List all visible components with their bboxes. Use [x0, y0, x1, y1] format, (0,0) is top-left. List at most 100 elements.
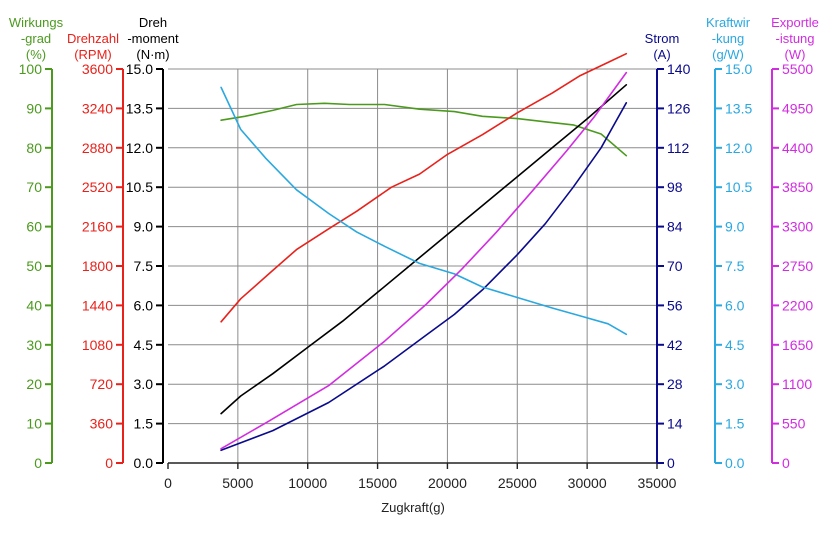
y-tick-label-drehmoment: 4.5: [134, 337, 154, 353]
y-tick-label-drehmoment: 12.0: [126, 140, 153, 156]
y-axis-title-exportleistung: (W): [785, 47, 806, 62]
y-axis-title-strom: Strom: [645, 31, 680, 46]
y-axis-strom: 0 14 28 42 56 70 84 98 112 126 140 Strom(A): [645, 31, 691, 471]
y-axis-title-drehmoment: -moment: [127, 31, 179, 46]
x-tick-label: 30000: [568, 475, 607, 491]
y-axis-wirkungsgrad: 0 10 20 30 40 50 60 70 80 90 100 Wirkungs-grad(%): [9, 15, 64, 471]
series-line-drehmoment: [220, 84, 628, 415]
y-tick-label-wirkungsgrad: 70: [26, 179, 42, 195]
y-tick-label-wirkungsgrad: 40: [26, 297, 42, 313]
y-tick-label-drehmoment: 3.0: [134, 376, 154, 392]
series-line-strom: [220, 102, 628, 452]
series-line-kraftwirkung: [220, 86, 628, 336]
y-tick-label-strom: 28: [667, 376, 683, 392]
y-axis-exportleistung: 0 550 1100 1650 2200 2750 3300 3850 4400 4950 5500…: [771, 15, 819, 471]
y-axis-title-strom: (A): [653, 47, 670, 62]
y-axis-drehzahl: 0 360 720 1080 1440 1800 2160 2520 2880 3240 3600 D…: [67, 31, 124, 471]
y-tick-label-drehmoment: 10.5: [126, 179, 153, 195]
y-tick-label-strom: 126: [667, 100, 691, 116]
x-tick-label: 15000: [358, 475, 397, 491]
y-tick-label-kraftwirkung: 10.5: [725, 179, 752, 195]
y-tick-label-strom: 84: [667, 219, 683, 235]
y-tick-label-exportleistung: 1100: [782, 376, 812, 392]
y-tick-label-strom: 56: [667, 297, 683, 313]
series-line-wirkungsgrad: [220, 102, 628, 157]
y-tick-label-kraftwirkung: 0.0: [725, 455, 745, 471]
y-tick-label-drehzahl: 360: [90, 416, 114, 432]
y-tick-label-drehzahl: 3600: [82, 61, 113, 77]
y-tick-label-kraftwirkung: 9.0: [725, 219, 745, 235]
y-axis-title-drehzahl: (RPM): [74, 47, 112, 62]
y-tick-label-exportleistung: 4400: [782, 140, 813, 156]
y-tick-label-wirkungsgrad: 10: [26, 416, 42, 432]
y-tick-label-wirkungsgrad: 80: [26, 140, 42, 156]
x-axis-label: Zugkraft(g): [381, 500, 445, 515]
y-tick-label-drehzahl: 2520: [82, 179, 113, 195]
y-tick-label-kraftwirkung: 3.0: [725, 376, 745, 392]
y-tick-label-strom: 0: [667, 455, 675, 471]
x-tick-label: 0: [164, 475, 172, 491]
y-axis-title-drehzahl: Drehzahl: [67, 31, 119, 46]
y-tick-label-strom: 112: [667, 140, 690, 156]
plot-grid: [168, 68, 657, 463]
y-tick-label-drehzahl: 1440: [82, 297, 113, 313]
x-tick-label: 5000: [222, 475, 253, 491]
y-tick-label-drehmoment: 9.0: [134, 219, 154, 235]
y-tick-label-exportleistung: 1650: [782, 337, 813, 353]
y-axis-title-exportleistung: Exportle: [771, 15, 819, 30]
y-tick-label-drehmoment: 1.5: [134, 416, 154, 432]
y-tick-label-drehmoment: 7.5: [134, 258, 154, 274]
y-axis-title-wirkungsgrad: (%): [26, 47, 46, 62]
y-tick-label-exportleistung: 0: [782, 455, 790, 471]
y-axis-drehmoment: 0.0 1.5 3.0 4.5 6.0 7.5 9.0 10.5 12.0 13.5 15.0 Dre…: [126, 15, 179, 471]
x-tick-label: 20000: [428, 475, 467, 491]
y-tick-label-drehmoment: 13.5: [126, 100, 153, 116]
y-axis-title-drehmoment: Dreh: [139, 15, 167, 30]
y-tick-label-drehzahl: 1080: [82, 337, 113, 353]
y-tick-label-wirkungsgrad: 50: [26, 258, 42, 274]
x-axis: 0 5000 10000 15000 20000 25000 30000 35000: [164, 463, 677, 491]
y-axis-title-wirkungsgrad: Wirkungs: [9, 15, 64, 30]
y-tick-label-drehmoment: 0.0: [134, 455, 154, 471]
y-tick-label-drehmoment: 6.0: [134, 297, 154, 313]
y-tick-label-wirkungsgrad: 30: [26, 337, 42, 353]
y-tick-label-kraftwirkung: 7.5: [725, 258, 745, 274]
y-axis-title-exportleistung: -istung: [775, 31, 814, 46]
y-axis-title-kraftwirkung: Kraftwir: [706, 15, 751, 30]
y-axis-title-kraftwirkung: -kung: [712, 31, 745, 46]
y-tick-label-kraftwirkung: 13.5: [725, 100, 752, 116]
y-axes: 0 10 20 30 40 50 60 70 80 90 100 Wirkungs-grad(%) 0 3…: [9, 15, 819, 471]
y-tick-label-strom: 140: [667, 61, 691, 77]
y-tick-label-strom: 70: [667, 258, 683, 274]
y-tick-label-strom: 98: [667, 179, 683, 195]
y-tick-label-exportleistung: 5500: [782, 61, 813, 77]
y-tick-label-kraftwirkung: 4.5: [725, 337, 745, 353]
series-layer: [220, 52, 628, 452]
y-tick-label-exportleistung: 2200: [782, 297, 813, 313]
y-axis-title-drehmoment: (N·m): [136, 47, 169, 62]
y-tick-label-strom: 42: [667, 337, 683, 353]
y-tick-label-kraftwirkung: 1.5: [725, 416, 745, 432]
y-tick-label-strom: 14: [667, 416, 683, 432]
y-tick-label-drehzahl: 3240: [82, 100, 113, 116]
x-tick-label: 35000: [638, 475, 677, 491]
y-tick-label-kraftwirkung: 6.0: [725, 297, 745, 313]
y-axis-kraftwirkung: 0.0 1.5 3.0 4.5 6.0 7.5 9.0 10.5 12.0 13.5 15.0 Kra…: [706, 15, 752, 471]
y-tick-label-wirkungsgrad: 0: [34, 455, 42, 471]
y-tick-label-drehzahl: 0: [105, 455, 113, 471]
series-line-exportleistung: [220, 71, 628, 450]
y-axis-title-wirkungsgrad: -grad: [21, 31, 51, 46]
y-tick-label-drehzahl: 1800: [82, 258, 113, 274]
y-tick-label-drehzahl: 720: [90, 376, 114, 392]
y-tick-label-wirkungsgrad: 20: [26, 376, 42, 392]
y-tick-label-drehmoment: 15.0: [126, 61, 153, 77]
y-tick-label-exportleistung: 4950: [782, 100, 813, 116]
y-tick-label-wirkungsgrad: 60: [26, 219, 42, 235]
series-line-drehzahl: [220, 52, 628, 323]
y-tick-label-wirkungsgrad: 100: [19, 61, 43, 77]
y-axis-title-kraftwirkung: (g/W): [712, 47, 744, 62]
y-tick-label-wirkungsgrad: 90: [26, 100, 42, 116]
y-tick-label-kraftwirkung: 15.0: [725, 61, 752, 77]
y-tick-label-exportleistung: 3850: [782, 179, 813, 195]
y-tick-label-exportleistung: 3300: [782, 219, 813, 235]
